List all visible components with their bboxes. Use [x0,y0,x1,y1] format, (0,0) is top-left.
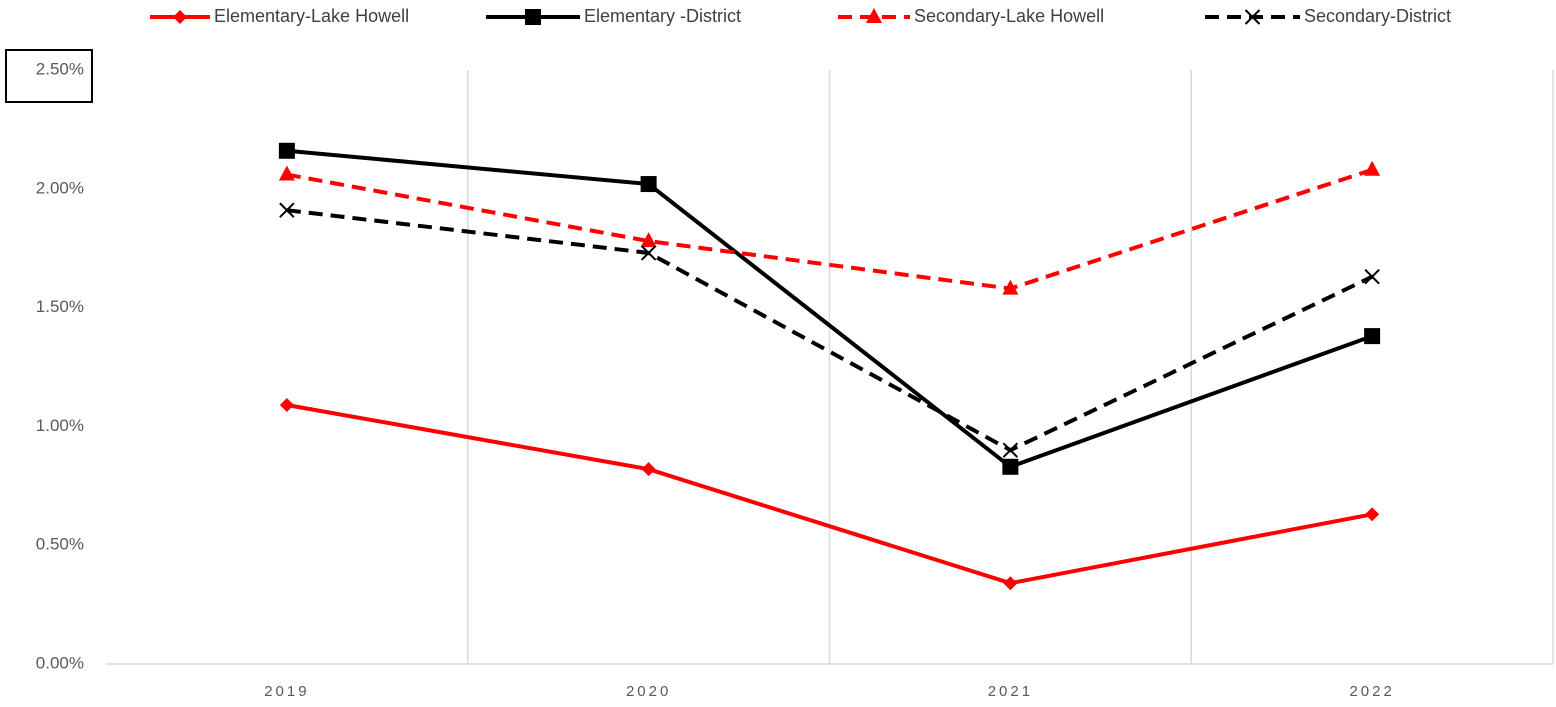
x-tick-label: 2022 [1349,683,1394,700]
y-tick-label: 2.00% [36,178,84,197]
legend-marker [173,10,187,24]
legend-label: Elementary -District [584,6,741,26]
legend-label: Elementary-Lake Howell [214,6,409,26]
point [1364,269,1380,285]
y-tick-label: 0.50% [36,535,84,554]
x-tick-label: 2019 [264,683,309,700]
point [278,142,295,159]
y-tick-label: 1.00% [36,416,84,435]
x-tick-label: 2021 [988,683,1033,700]
y-tick-label: 1.50% [36,297,84,316]
y-tick-label: 2.50% [36,59,84,78]
point [640,232,657,248]
y-tick-label: 0.00% [36,653,84,672]
legend-marker [525,9,541,25]
point [1002,458,1019,475]
legend-marker [866,8,882,23]
point [1002,279,1019,295]
series-line [286,208,1373,453]
point [279,398,294,413]
point [1003,576,1018,591]
point [1002,442,1019,458]
point [640,176,657,193]
series-line [286,167,1373,291]
point [279,202,295,218]
point [1365,507,1380,522]
series-line [286,148,1373,470]
legend-label: Secondary-Lake Howell [914,6,1104,26]
point [1364,328,1381,345]
legend-marker [1244,9,1261,25]
x-tick-label: 2020 [626,683,671,700]
point [640,245,657,261]
tick-box [5,49,93,103]
series-line [286,403,1373,586]
point [641,462,656,477]
point [1364,160,1381,176]
legend-label: Secondary-District [1304,6,1451,26]
point [278,165,295,181]
